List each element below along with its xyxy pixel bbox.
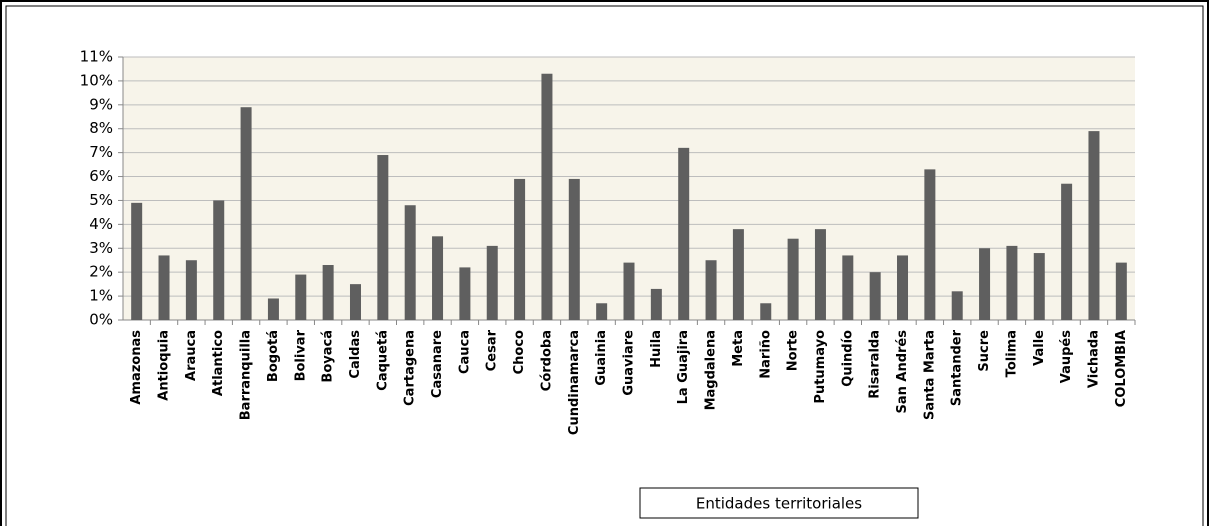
bar — [678, 147, 690, 320]
bar — [568, 178, 580, 320]
y-tick-label: 3% — [89, 239, 113, 257]
x-tick-label: Bolivar — [293, 329, 308, 381]
bar — [869, 272, 881, 320]
bar — [951, 291, 963, 320]
x-tick-label: Sucre — [977, 330, 992, 372]
bar — [979, 248, 991, 320]
x-tick-label: Caldas — [348, 330, 363, 379]
x-tick-label: Choco — [512, 330, 527, 374]
y-tick-label: 5% — [89, 191, 113, 209]
bar — [432, 236, 444, 320]
bar — [131, 202, 143, 320]
x-tick-label: Magdalena — [704, 330, 719, 410]
x-tick-label: Córdoba — [539, 330, 554, 391]
x-tick-label: Huila — [649, 330, 664, 368]
x-tick-label: COLOMBIA — [1114, 330, 1129, 407]
bar — [1088, 131, 1100, 320]
x-tick-label: Vaupés — [1059, 330, 1074, 384]
y-tick-label: 2% — [89, 263, 113, 281]
bar — [541, 73, 553, 321]
x-tick-label: Boyacá — [321, 330, 336, 383]
bar — [514, 178, 526, 320]
y-tick-label: 6% — [89, 167, 113, 185]
bar — [213, 200, 225, 320]
x-axis-title: Entidades territoriales — [696, 495, 862, 513]
y-tick-label: 7% — [89, 143, 113, 161]
x-tick-label: Tolima — [1004, 330, 1019, 377]
x-tick-label: Casanare — [430, 330, 445, 398]
x-tick-label: Nariño — [758, 330, 773, 379]
y-tick-label: 0% — [89, 311, 113, 329]
x-tick-label: Cauca — [457, 330, 472, 374]
inner-frame — [5, 5, 1204, 530]
x-tick-label: Guainia — [594, 330, 609, 386]
y-tick-label: 10% — [80, 71, 113, 89]
bar — [705, 260, 717, 320]
bar — [1033, 253, 1045, 320]
x-tick-label: Cartagena — [403, 330, 418, 406]
bar — [1006, 245, 1018, 320]
x-tick-label: Vichada — [1086, 330, 1101, 388]
bar — [295, 274, 307, 320]
bar — [349, 284, 361, 320]
bar — [322, 265, 334, 320]
x-tick-label: Antioquia — [157, 330, 172, 401]
x-tick-label: Meta — [731, 330, 746, 367]
bar — [377, 155, 389, 320]
y-tick-label: 11% — [80, 48, 113, 66]
y-tick-label: 4% — [89, 215, 113, 233]
x-tick-label: Cundinamarca — [567, 330, 582, 435]
y-tick-label: 9% — [89, 95, 113, 113]
bar — [623, 262, 635, 320]
x-tick-label: Arauca — [184, 330, 199, 381]
x-tick-label: Bogotá — [266, 330, 281, 382]
bar — [486, 245, 498, 320]
bar — [924, 169, 936, 320]
bar — [814, 229, 826, 320]
bar — [732, 229, 744, 320]
x-tick-label: Santander — [950, 329, 965, 406]
x-tick-label: Cesar — [485, 329, 500, 371]
x-tick-label: Risaralda — [868, 330, 883, 399]
x-tick-label: Caquetá — [375, 330, 390, 391]
x-axis-title-box — [639, 487, 919, 519]
x-tick-label: Amazonas — [129, 330, 144, 405]
x-tick-label: San Andrés — [895, 330, 910, 414]
x-tick-label: Quindío — [840, 330, 855, 387]
bar — [1115, 262, 1127, 320]
x-tick-label: Valle — [1032, 330, 1047, 366]
bar — [650, 288, 662, 320]
x-tick-label: Barranquilla — [239, 330, 254, 420]
bar — [404, 205, 416, 320]
bar — [158, 255, 170, 320]
bar — [267, 298, 279, 320]
bar — [842, 255, 854, 320]
x-tick-label: Santa Marta — [922, 330, 937, 420]
x-tick-label: Guaviare — [622, 330, 637, 396]
bar — [897, 255, 909, 320]
bar — [459, 267, 471, 320]
bar — [760, 303, 772, 320]
x-tick-label: Atlantico — [211, 330, 226, 396]
bar — [185, 260, 197, 320]
bar — [596, 303, 608, 320]
bar — [787, 238, 799, 320]
bar — [1061, 183, 1073, 320]
x-tick-label: La Guajira — [676, 330, 691, 404]
x-tick-label: Norte — [786, 330, 801, 371]
bar — [240, 107, 252, 320]
x-tick-label: Putumayo — [813, 330, 828, 404]
y-tick-label: 1% — [89, 287, 113, 305]
y-tick-label: 8% — [89, 119, 113, 137]
